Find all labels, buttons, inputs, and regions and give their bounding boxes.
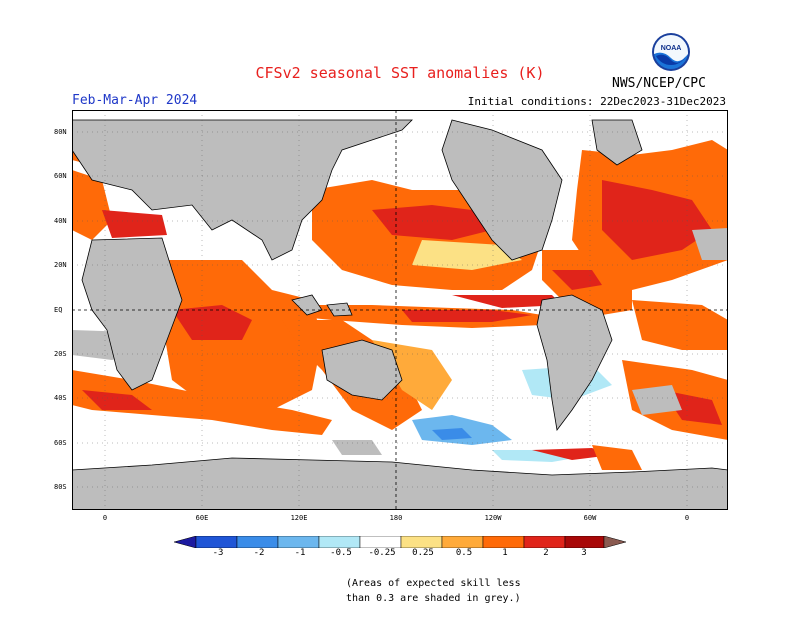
land-masses (72, 119, 728, 510)
colorbar-label: -0.5 (330, 548, 352, 558)
lat-label-20s: 20S (54, 350, 67, 358)
colorbar-swatch-10 (523, 536, 566, 548)
colorbar-swatch-2 (195, 536, 238, 548)
colorbar-swatch-9 (482, 536, 525, 548)
colorbar-swatch-8 (441, 536, 484, 548)
colorbar-label: 0.5 (455, 548, 473, 558)
lat-label-20n: 20N (54, 261, 67, 269)
colorbar-swatch-11 (564, 536, 605, 548)
lat-label-60s: 60S (54, 439, 67, 447)
lon-label-120w: 120W (484, 514, 502, 522)
colorbar-swatch-4 (277, 536, 320, 548)
colorbar-swatch-1 (174, 536, 197, 548)
colorbar-label: -3 (212, 548, 224, 558)
lat-label-40n: 40N (54, 217, 67, 225)
colorbar-label: 1 (502, 548, 508, 558)
colorbar-swatch-12 (603, 536, 626, 548)
lon-label-120e: 120E (290, 514, 308, 522)
reference-lines (72, 110, 728, 510)
lon-label-180: 180 (389, 514, 403, 522)
noaa-logo: NOAA (651, 32, 691, 72)
color-bar (174, 536, 626, 548)
lat-label-40s: 40S (54, 394, 67, 402)
colorbar-label: 0.25 (412, 548, 434, 558)
lon-label-60e: 60E (195, 514, 209, 522)
logo-text: NOAA (661, 45, 682, 52)
colorbar-label: -1 (294, 548, 306, 558)
colorbar-label: -2 (253, 548, 265, 558)
colorbar-label: -0.25 (368, 548, 396, 558)
lat-label-eq: EQ (54, 306, 63, 314)
skill-note-line-2: than 0.3 are shaded in grey.) (346, 593, 521, 604)
initial-conditions: Initial conditions: 22Dec2023-31Dec2023 (467, 95, 726, 108)
chart-title: CFSv2 seasonal SST anomalies (K) (255, 64, 545, 82)
forecast-period: Feb-Mar-Apr 2024 (72, 93, 198, 108)
colorbar-label: 3 (581, 548, 587, 558)
colorbar-swatch-3 (236, 536, 279, 548)
lon-label-0: 0 (102, 514, 108, 522)
agency-label: NWS/NCEP/CPC (612, 76, 706, 91)
colorbar-label: 2 (543, 548, 549, 558)
colorbar-swatch-5 (318, 536, 361, 548)
lat-label-80s: 80S (54, 483, 67, 491)
lon-label-0-east: 0 (684, 514, 690, 522)
grid-lines (72, 110, 728, 510)
lon-label-60w: 60W (583, 514, 597, 522)
sst-anomaly-map (72, 110, 728, 510)
lat-label-80n: 80N (54, 128, 67, 136)
colorbar-swatch-6 (359, 536, 402, 548)
map-frame (72, 110, 728, 510)
colorbar-swatch-7 (400, 536, 443, 548)
skill-note-line-1: (Areas of expected skill less (346, 578, 521, 589)
lat-label-60n: 60N (54, 172, 67, 180)
skill-note: (Areas of expected skill less than 0.3 a… (346, 576, 521, 606)
